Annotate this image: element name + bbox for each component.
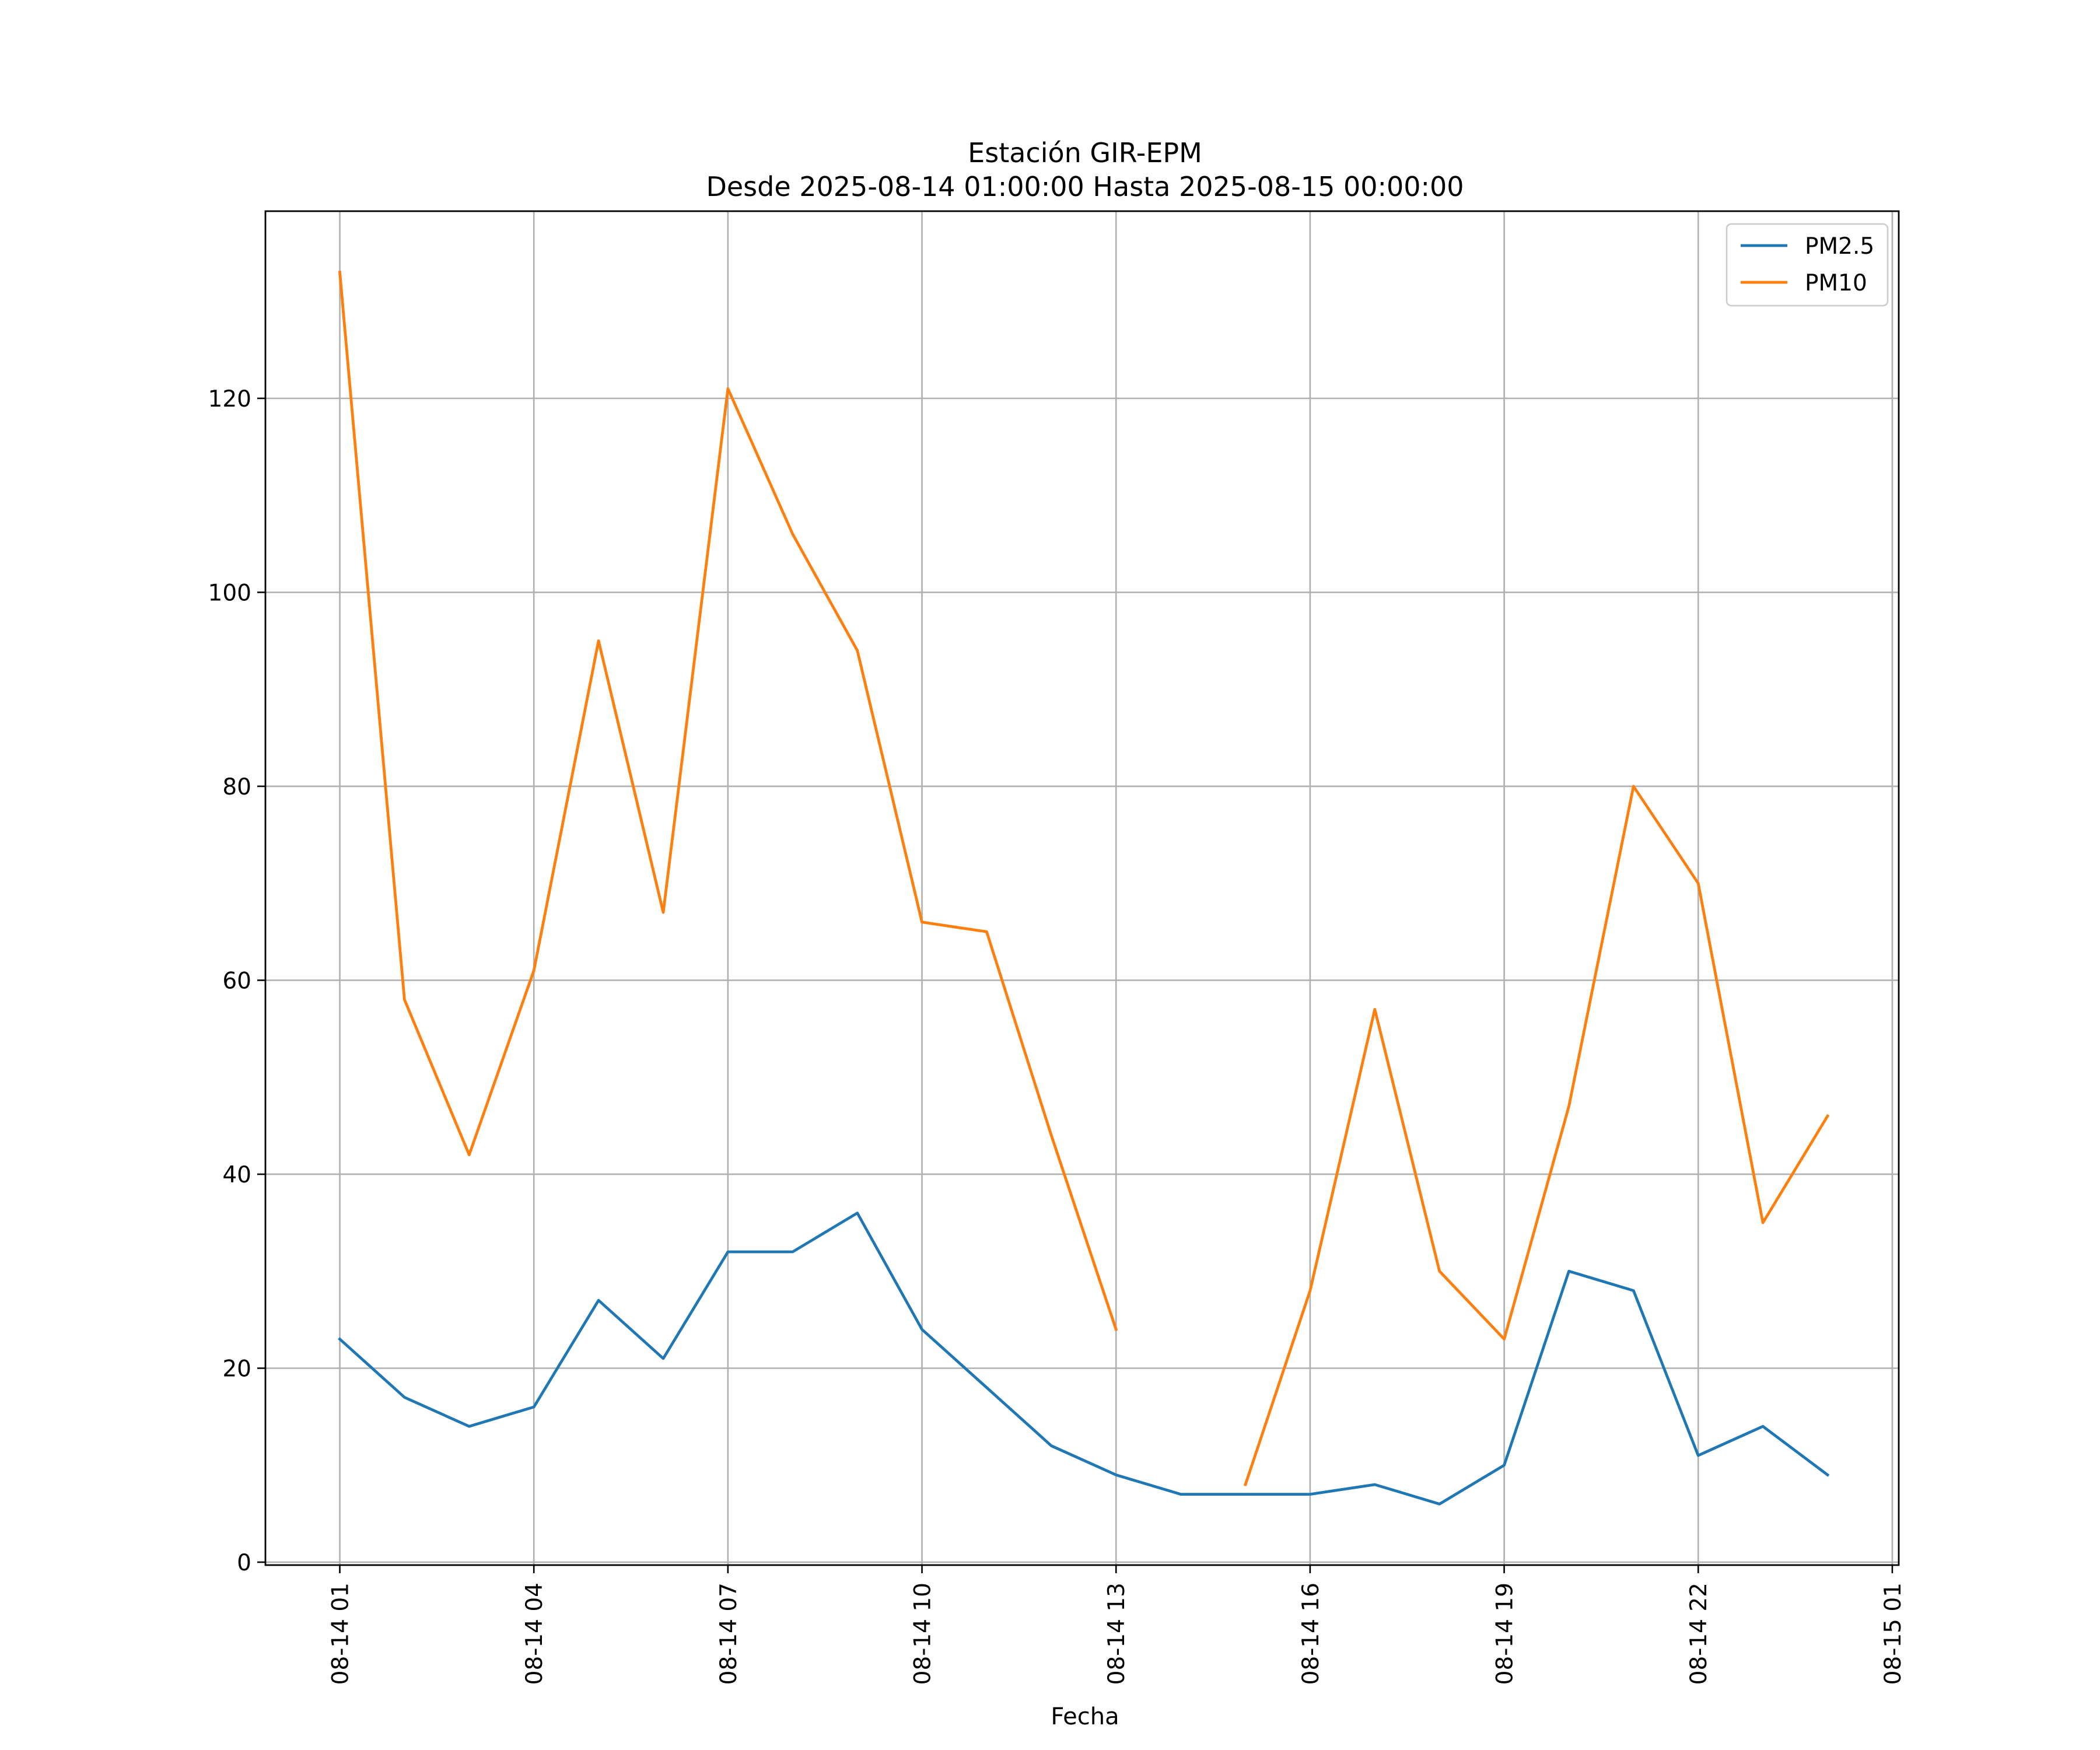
x-axis-label: Fecha — [1051, 1703, 1119, 1730]
plot-area-frame — [264, 210, 1900, 1566]
legend-label-pm25: PM2.5 — [1805, 233, 1874, 260]
y-tick-label: 20 — [222, 1356, 251, 1382]
x-tick-label: 08-14 16 — [1298, 1583, 1324, 1685]
x-tick-label: 08-14 22 — [1686, 1583, 1712, 1685]
data-series — [338, 271, 1830, 1506]
legend: PM2.5 PM10 — [1726, 223, 1889, 307]
x-tick-label: 08-14 01 — [328, 1583, 354, 1685]
y-tick-label: 0 — [237, 1550, 251, 1576]
x-tick-label: 08-14 13 — [1104, 1583, 1130, 1685]
y-tick-label: 80 — [222, 774, 251, 800]
axis-ticks: 08-14 01 08-14 04 08-14 07 08-14 10 08-14 13… — [208, 386, 1906, 1685]
chart-title: Estación GIR-EPM — [968, 137, 1202, 169]
grid — [265, 211, 1899, 1565]
y-tick-label: 60 — [222, 968, 251, 994]
legend-label-pm10: PM10 — [1805, 270, 1867, 296]
x-tick-label: 08-14 19 — [1492, 1583, 1518, 1685]
series-line-pm10 — [1243, 785, 1830, 1487]
y-tick-label: 40 — [222, 1162, 251, 1188]
x-tick-label: 08-15 01 — [1880, 1583, 1906, 1685]
x-tick-label: 08-14 10 — [910, 1583, 936, 1685]
series-line-pm25 — [338, 1212, 1830, 1506]
x-tick-label: 08-14 04 — [522, 1583, 548, 1685]
y-tick-label: 120 — [208, 386, 251, 412]
chart-subtitle: Desde 2025-08-14 01:00:00 Hasta 2025-08-… — [706, 171, 1464, 202]
series-line-pm10 — [338, 271, 1118, 1332]
y-tick-label: 100 — [208, 580, 251, 606]
x-tick-label: 08-14 07 — [716, 1583, 742, 1685]
